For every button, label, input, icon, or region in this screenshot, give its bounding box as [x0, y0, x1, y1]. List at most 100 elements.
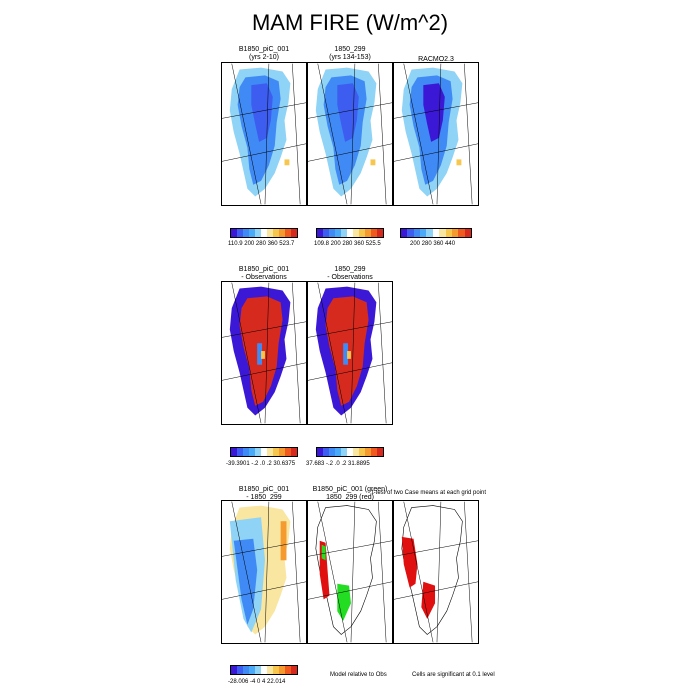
colorbar-swatch — [323, 229, 329, 237]
panel-title-line2: 1850_299 (red) — [326, 494, 374, 501]
colorbar-swatch — [249, 448, 255, 456]
colorbar-swatch — [267, 229, 273, 237]
graticule-line — [350, 282, 356, 424]
map-panel — [221, 62, 307, 206]
colorbar-swatch — [279, 666, 285, 674]
panel-title-line2: - Observations — [327, 274, 373, 281]
map-panel — [221, 500, 307, 644]
colorbar-swatch — [341, 448, 347, 456]
colorbar-swatch — [445, 229, 452, 237]
graticule-line — [464, 63, 473, 205]
colorbar-swatch — [359, 229, 365, 237]
map-svg — [308, 63, 392, 205]
panel-title-line1: RACMO2.3 — [418, 56, 454, 63]
colorbar-swatch — [237, 448, 243, 456]
ridge-cells — [343, 343, 349, 365]
panel-title-line2: - 1850_299 — [246, 494, 282, 501]
map-panel — [221, 281, 307, 425]
colorbar-swatch — [439, 229, 446, 237]
graticule-line — [222, 143, 306, 162]
east-coast-warm — [280, 521, 287, 561]
colorbar-swatch — [464, 229, 471, 237]
colorbar-swatch — [291, 666, 297, 674]
colorbar-swatch — [261, 666, 267, 674]
graticule-line — [231, 282, 262, 424]
colorbar-swatch — [365, 229, 371, 237]
colorbar-swatch — [323, 448, 329, 456]
graticule-line — [264, 501, 270, 643]
graticule-line — [464, 501, 473, 643]
colorbar-ticks: -28.006 -4 0 4 22.014 — [228, 679, 286, 685]
coastal-cell — [284, 159, 290, 166]
graticule-line — [308, 321, 392, 338]
figure-title: MAM FIRE (W/m^2) — [251, 10, 449, 35]
panel-title-line1: 1850_299 — [334, 46, 366, 53]
colorbar-swatch — [237, 666, 243, 674]
colorbar-swatch — [458, 229, 465, 237]
colorbar — [316, 447, 384, 457]
ice-sheet-core — [423, 83, 445, 142]
colorbar-swatch — [317, 229, 323, 237]
colorbar-swatch — [317, 448, 323, 456]
colorbar-swatch — [267, 448, 273, 456]
colorbar-ticks: -39.3901 -.2 .0 .2 30.6375 — [226, 461, 296, 467]
panel-title-line1: 1850_299 — [334, 266, 366, 273]
colorbar-swatch — [243, 229, 249, 237]
graticule-line — [231, 501, 262, 643]
graticule-line — [264, 63, 270, 205]
signif-red-cells — [421, 581, 436, 619]
colorbar-swatch — [347, 448, 353, 456]
colorbar-swatch — [231, 448, 237, 456]
graticule-line — [403, 501, 434, 643]
panel-title-line2: (yrs 2-10) — [249, 54, 279, 61]
colorbar-swatch — [407, 229, 414, 237]
graticule-line — [292, 501, 301, 643]
colorbar-swatch — [353, 229, 359, 237]
colorbar-swatch — [279, 448, 285, 456]
map-svg — [222, 282, 306, 424]
panel-title: 1850_299 - Observations — [295, 266, 405, 282]
colorbar-swatch — [273, 448, 279, 456]
graticule-line — [222, 102, 306, 119]
colorbar-swatch — [291, 448, 297, 456]
colorbar-swatch — [365, 448, 371, 456]
colorbar-swatch — [243, 448, 249, 456]
colorbar-swatch — [267, 666, 273, 674]
map-panel — [393, 62, 479, 206]
graticule-line — [403, 63, 434, 205]
graticule-line — [394, 581, 478, 600]
panel-title: B1850_piC_001 - Observations — [209, 266, 319, 282]
colorbar-swatch — [285, 666, 291, 674]
ice-sheet-core — [251, 83, 273, 142]
colorbar-swatch — [329, 229, 335, 237]
panel-title-line1: B1850_piC_001 (green) — [312, 486, 388, 493]
colorbar-swatch — [285, 448, 291, 456]
colorbar-swatch — [359, 448, 365, 456]
ridge-cells — [257, 343, 263, 365]
colorbar-swatch — [273, 666, 279, 674]
colorbar-swatch — [255, 666, 261, 674]
colorbar-swatch — [335, 448, 341, 456]
coastline — [315, 505, 377, 635]
graticule-line — [222, 321, 306, 338]
colorbar-swatch — [231, 666, 237, 674]
graticule-line — [350, 501, 356, 643]
significance-note: Cells are significant at 0.1 level — [412, 672, 495, 678]
ridge-cells-warm — [261, 351, 265, 359]
map-svg — [222, 501, 306, 643]
graticule-line — [436, 501, 442, 643]
graticule-line — [308, 143, 392, 162]
colorbar — [230, 447, 298, 457]
colorbar-swatch — [451, 229, 459, 237]
colorbar-swatch — [231, 229, 237, 237]
colorbar-swatch — [377, 448, 383, 456]
panel-title: B1850_piC_001 (green) 1850_299 (red) — [295, 486, 405, 502]
graticule-line — [394, 143, 478, 162]
map-panel — [307, 500, 393, 644]
colorbar-swatch — [279, 229, 285, 237]
graticule-line — [394, 102, 478, 119]
colorbar-swatch — [255, 229, 261, 237]
graticule-line — [264, 282, 270, 424]
panel-title: B1850_piC_001 - 1850_299 — [209, 486, 319, 502]
graticule-line — [436, 63, 442, 205]
